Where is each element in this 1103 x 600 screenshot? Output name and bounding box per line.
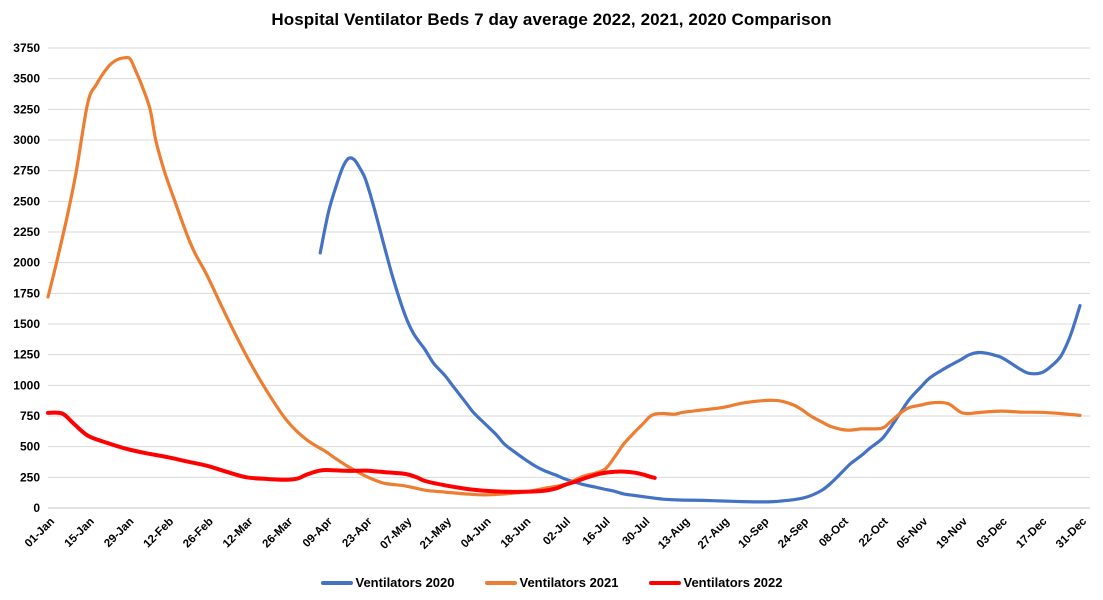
y-axis-tick-label: 500: [20, 440, 40, 454]
legend-item-ventilators-2021: Ventilators 2021: [484, 575, 619, 590]
x-axis-tick-label: 07-May: [378, 515, 414, 551]
x-axis-tick-label: 16-Jul: [581, 516, 613, 548]
legend-label: Ventilators 2021: [519, 575, 619, 590]
x-axis-tick-label: 31-Dec: [1054, 515, 1090, 551]
x-axis-tick-label: 23-Apr: [340, 515, 375, 550]
x-axis-tick-label: 22-Oct: [857, 516, 891, 550]
series-line-ventilators-2022: [46, 410, 657, 494]
x-axis-tick-label: 08-Oct: [817, 516, 851, 550]
x-axis-tick-label: 27-Aug: [696, 516, 732, 552]
y-axis-tick-label: 3750: [13, 41, 40, 55]
x-axis-tick-label: 05-Nov: [895, 515, 931, 551]
x-axis-tick-label: 30-Jul: [621, 516, 653, 548]
y-axis-tick-label: 1250: [13, 348, 40, 362]
legend-line-swatch: [648, 580, 681, 585]
legend-label: Ventilators 2020: [355, 575, 455, 590]
legend: Ventilators 2020 Ventilators 2021 Ventilat…: [0, 575, 1103, 590]
y-axis-tick-label: 2000: [13, 256, 40, 270]
series-line-ventilators-2021: [46, 55, 1082, 497]
legend-line-swatch: [320, 580, 353, 585]
x-axis-tick-label: 17-Dec: [1014, 515, 1050, 551]
x-axis-tick-label: 04-Jun: [459, 516, 494, 551]
x-axis-tick-label: 02-Jul: [541, 516, 573, 548]
legend-label: Ventilators 2022: [683, 575, 783, 590]
x-axis-tick-label: 09-Apr: [301, 515, 336, 550]
x-axis-tick-label: 12-Feb: [141, 516, 176, 551]
y-axis-tick-label: 250: [20, 470, 40, 484]
y-axis-tick-label: 3000: [13, 133, 40, 147]
x-axis-tick-label: 19-Nov: [934, 515, 970, 551]
x-axis-tick-label: 01-Jan: [23, 516, 57, 550]
y-axis-tick-label: 1750: [13, 286, 40, 300]
x-axis-tick-label: 26-Mar: [261, 515, 296, 550]
x-axis-tick-label: 15-Jan: [63, 516, 97, 550]
y-axis-tick-label: 750: [20, 409, 40, 423]
y-axis-tick-label: 2250: [13, 225, 40, 239]
x-axis-tick-label: 12-Mar: [221, 515, 256, 550]
y-axis-tick-label: 0: [33, 501, 40, 515]
y-axis-tick-label: 3250: [13, 102, 40, 116]
y-axis-tick-label: 2750: [13, 164, 40, 178]
y-axis-tick-label: 3500: [13, 72, 40, 86]
x-axis-tick-label: 21-May: [418, 515, 454, 551]
legend-line-swatch: [484, 580, 517, 585]
chart-title: Hospital Ventilator Beds 7 day average 2…: [271, 10, 832, 29]
x-axis-tick-label: 24-Sep: [776, 516, 811, 551]
x-axis-tick-label: 03-Dec: [975, 515, 1011, 551]
y-axis-tick-label: 2500: [13, 194, 40, 208]
x-axis-tick-label: 18-Jun: [499, 516, 534, 551]
x-axis-tick-label: 10-Sep: [736, 516, 771, 551]
legend-item-ventilators-2020: Ventilators 2020: [320, 575, 455, 590]
x-axis-tick-label: 13-Aug: [656, 516, 692, 552]
legend-item-ventilators-2022: Ventilators 2022: [648, 575, 783, 590]
y-axis-tick-label: 1000: [13, 378, 40, 392]
x-axis-tick-label: 26-Feb: [181, 516, 216, 551]
x-axis-tick-label: 29-Jan: [102, 516, 136, 550]
y-axis-tick-label: 1500: [13, 317, 40, 331]
series-line-ventilators-2020: [318, 156, 1082, 504]
